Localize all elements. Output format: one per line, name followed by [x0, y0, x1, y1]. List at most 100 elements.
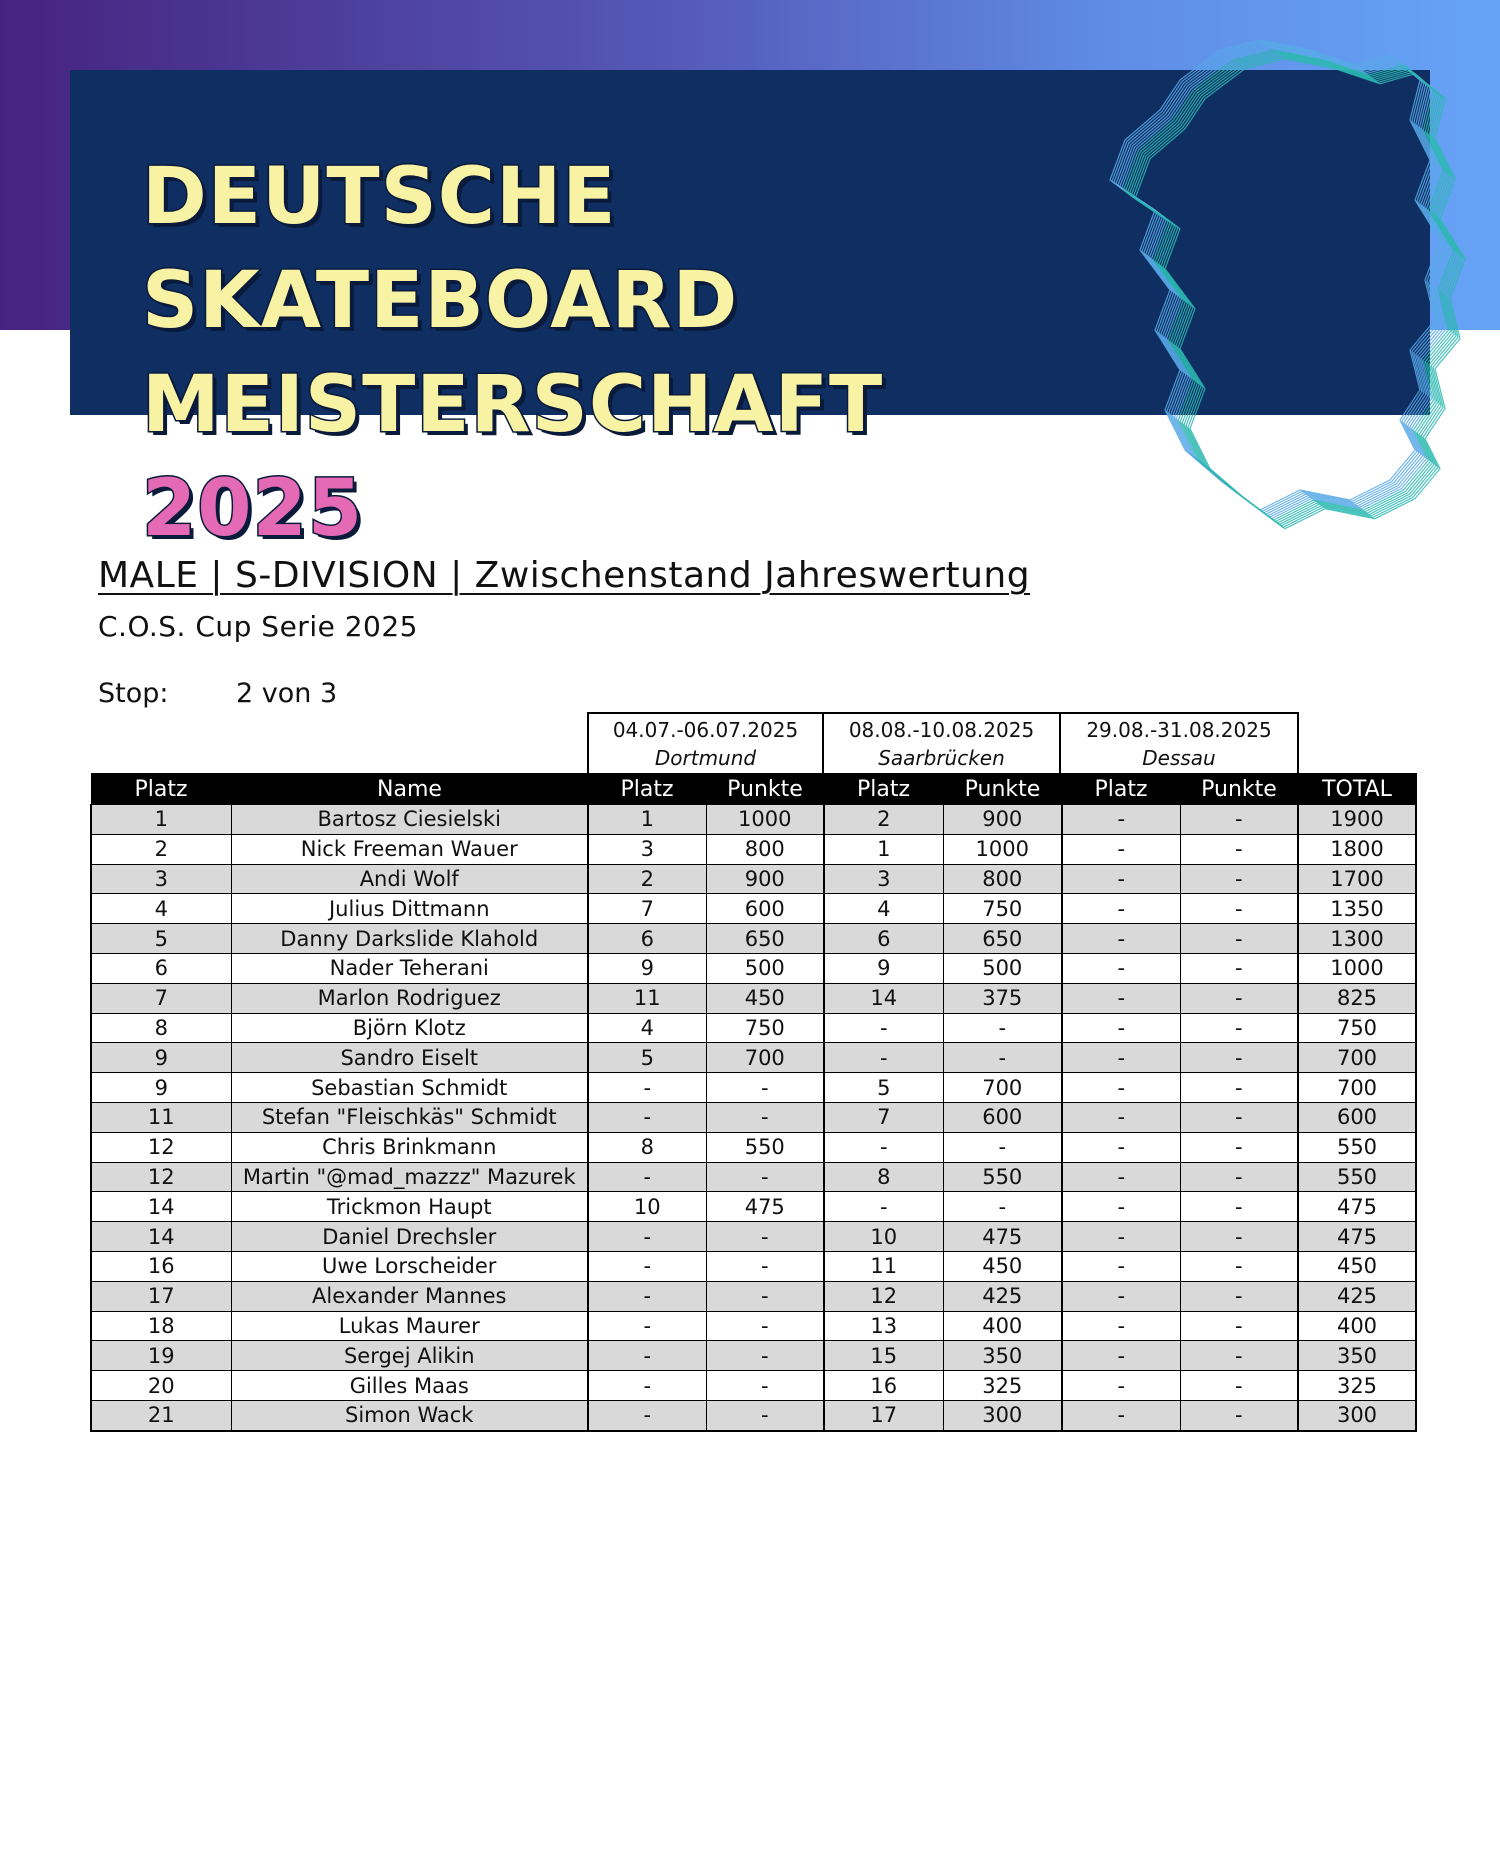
name-cell: Julius Dittmann: [230, 893, 589, 925]
rank-cell: 8: [90, 1012, 232, 1044]
rank-cell: 6: [90, 952, 232, 984]
saarbruecken-points-cell: 350: [942, 1340, 1063, 1372]
dessau-points-cell: -: [1179, 1370, 1299, 1401]
rank-cell: 2: [90, 833, 232, 865]
rank-cell: 21: [90, 1399, 232, 1432]
event-date: 08.08.-10.08.2025: [848, 718, 1035, 742]
saarbruecken-place-cell: -: [823, 1042, 944, 1074]
saarbruecken-place-cell: 9: [823, 952, 944, 984]
total-cell: 1350: [1297, 893, 1417, 925]
dessau-place-cell: -: [1061, 1399, 1181, 1432]
dortmund-place-cell: 11: [587, 982, 707, 1014]
table-row: 20 Gilles Maas - -16 325- -325: [90, 1370, 1417, 1401]
dessau-points-cell: -: [1179, 1280, 1299, 1312]
saarbruecken-points-cell: 300: [942, 1399, 1063, 1432]
saarbruecken-place-cell: 16: [823, 1370, 944, 1401]
dessau-place-cell: -: [1061, 1221, 1181, 1252]
total-cell: 400: [1297, 1310, 1417, 1342]
dessau-points-cell: -: [1179, 1012, 1299, 1044]
name-cell: Sandro Eiselt: [230, 1042, 589, 1074]
dessau-place-cell: -: [1061, 833, 1181, 865]
total-cell: 1300: [1297, 923, 1417, 954]
dessau-points-cell: -: [1179, 893, 1299, 925]
dessau-place-cell: -: [1061, 1042, 1181, 1074]
rank-cell: 19: [90, 1340, 232, 1372]
saarbruecken-place-cell: 4: [823, 893, 944, 925]
rank-cell: 20: [90, 1370, 232, 1401]
saarbruecken-points-cell: 450: [942, 1250, 1063, 1282]
dortmund-points-cell: -: [705, 1280, 825, 1312]
banner-title-line2: Meisterschaft 2025: [140, 353, 1130, 561]
name-cell: Sebastian Schmidt: [230, 1072, 589, 1103]
event-header-3: 29.08.-31.08.2025 Dessau: [1059, 712, 1299, 773]
dortmund-points-cell: -: [705, 1101, 825, 1133]
dessau-place-cell: -: [1061, 1131, 1181, 1163]
dortmund-points-cell: -: [705, 1370, 825, 1401]
name-cell: Martin "@mad_mazzz" Mazurek: [230, 1161, 589, 1193]
dortmund-place-cell: -: [587, 1101, 707, 1133]
dessau-points-cell: -: [1179, 1042, 1299, 1074]
table-row: 16 Uwe Lorscheider - -11 450- -450: [90, 1250, 1417, 1282]
event-city: Dortmund: [654, 746, 757, 770]
total-cell: 475: [1297, 1221, 1417, 1252]
table-row: 11 Stefan "Fleischkäs" Schmidt - -7 600- -600: [90, 1101, 1417, 1133]
dessau-points-cell: -: [1179, 1340, 1299, 1372]
dortmund-points-cell: 550: [705, 1131, 825, 1163]
total-cell: 700: [1297, 1042, 1417, 1074]
table-row: 19 Sergej Alikin - -15 350- -350: [90, 1340, 1417, 1372]
saarbruecken-place-cell: 12: [823, 1280, 944, 1312]
saarbruecken-points-cell: -: [942, 1191, 1063, 1223]
name-cell: Uwe Lorscheider: [230, 1250, 589, 1282]
saarbruecken-place-cell: 6: [823, 923, 944, 954]
saarbruecken-place-cell: 7: [823, 1101, 944, 1133]
saarbruecken-place-cell: 17: [823, 1399, 944, 1432]
dortmund-points-cell: 450: [705, 982, 825, 1014]
dortmund-place-cell: 4: [587, 1012, 707, 1044]
table-row: 4 Julius Dittmann 7 600 4 750- -1350: [90, 893, 1417, 925]
table-row: 8 Björn Klotz 4 750- - - -750: [90, 1012, 1417, 1044]
table-row: 2 Nick Freeman Wauer 3 800 1 1000- -1800: [90, 833, 1417, 865]
event-header-2: 08.08.-10.08.2025 Saarbrücken: [822, 712, 1061, 773]
germany-outline-wave-graphic: [1109, 39, 1466, 530]
saarbruecken-place-cell: 11: [823, 1250, 944, 1282]
saarbruecken-place-cell: 3: [823, 863, 944, 895]
division-heading: MALE | S-DIVISION | Zwischenstand Jahres…: [98, 555, 1031, 596]
saarbruecken-points-cell: 800: [942, 863, 1063, 895]
rank-cell: 14: [90, 1221, 232, 1252]
rank-cell: 11: [90, 1101, 232, 1133]
stop-label: Stop:: [98, 678, 169, 709]
column-header: Punkte: [1179, 773, 1299, 805]
saarbruecken-points-cell: 900: [942, 804, 1063, 835]
saarbruecken-points-cell: 400: [942, 1310, 1063, 1342]
column-header: TOTAL: [1297, 773, 1417, 805]
name-cell: Sergej Alikin: [230, 1340, 589, 1372]
saarbruecken-place-cell: 8: [823, 1161, 944, 1193]
rank-cell: 3: [90, 863, 232, 895]
table-row: 6 Nader Teherani 9 500 9 500- -1000: [90, 952, 1417, 984]
dortmund-points-cell: -: [705, 1399, 825, 1432]
rank-cell: 5: [90, 923, 232, 954]
dortmund-points-cell: 475: [705, 1191, 825, 1223]
rank-cell: 14: [90, 1191, 232, 1223]
dortmund-place-cell: 3: [587, 833, 707, 865]
event-date: 04.07.-06.07.2025: [612, 718, 799, 742]
banner-title-line1: Deutsche Skateboard: [141, 151, 739, 348]
dessau-points-cell: -: [1179, 982, 1299, 1014]
dortmund-place-cell: -: [587, 1280, 707, 1312]
dessau-place-cell: -: [1061, 1101, 1181, 1133]
table-row: 14 Daniel Drechsler - -10 475- -475: [90, 1221, 1417, 1252]
table-row: 9 Sebastian Schmidt - -5 700- -700: [90, 1072, 1417, 1103]
dortmund-place-cell: 2: [587, 863, 707, 895]
rank-cell: 17: [90, 1280, 232, 1312]
table-row: 12 Chris Brinkmann 8 550- - - -550: [90, 1131, 1417, 1163]
dortmund-points-cell: 650: [705, 923, 825, 954]
total-cell: 1900: [1297, 804, 1417, 835]
name-cell: Andi Wolf: [230, 863, 589, 895]
name-cell: Gilles Maas: [230, 1370, 589, 1401]
dessau-points-cell: -: [1179, 923, 1299, 954]
dessau-points-cell: -: [1179, 1131, 1299, 1163]
dessau-place-cell: -: [1061, 923, 1181, 954]
saarbruecken-place-cell: -: [823, 1191, 944, 1223]
column-header: Punkte: [942, 773, 1063, 805]
saarbruecken-place-cell: 10: [823, 1221, 944, 1252]
